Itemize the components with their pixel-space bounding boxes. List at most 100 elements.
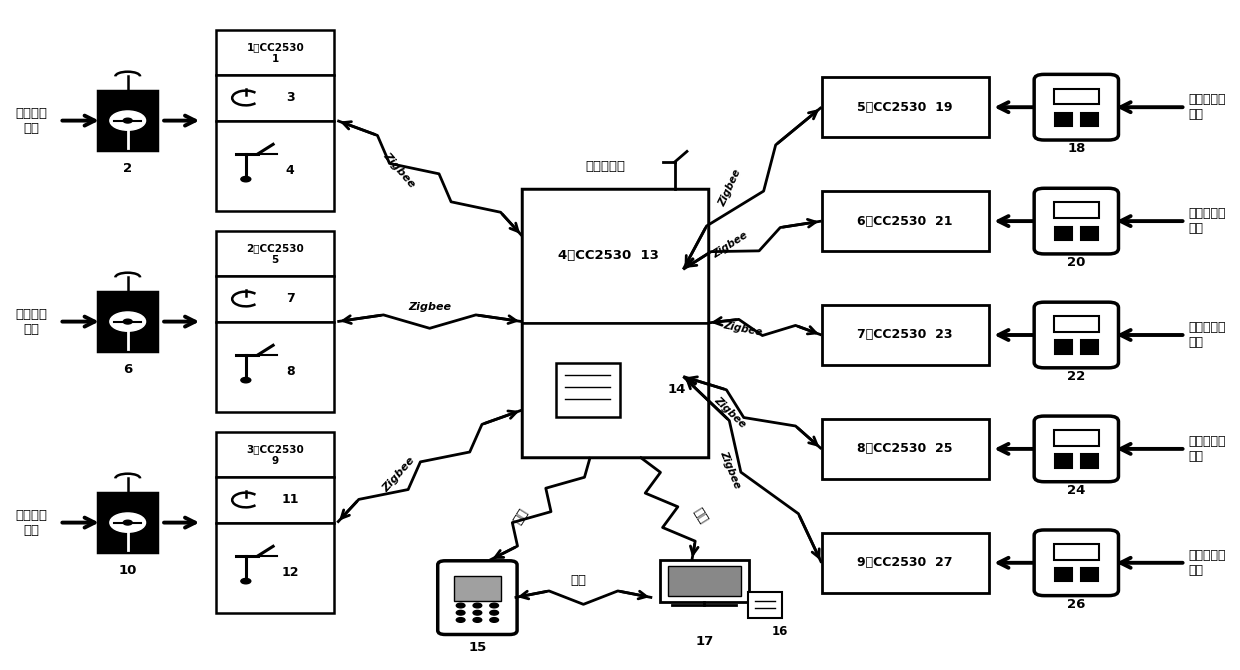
Text: 7号CC2530  23: 7号CC2530 23 [857, 328, 954, 342]
Text: 14: 14 [668, 383, 686, 397]
Text: 26: 26 [1068, 598, 1085, 611]
Text: Zigbee: Zigbee [722, 320, 763, 338]
Bar [1080, 113, 1097, 126]
Text: Zigbee: Zigbee [711, 230, 749, 260]
Bar [660, 560, 749, 602]
Bar [821, 305, 990, 365]
Text: 6: 6 [123, 363, 133, 377]
Circle shape [490, 610, 498, 615]
Bar [1080, 568, 1097, 582]
Bar [1080, 454, 1097, 468]
Bar [748, 592, 782, 618]
Text: 客厅生活用
电量: 客厅生活用 电量 [1188, 207, 1225, 235]
Bar [821, 533, 990, 593]
FancyBboxPatch shape [438, 561, 517, 634]
Text: 7: 7 [285, 293, 295, 306]
Text: Zigbee: Zigbee [381, 151, 417, 190]
Bar [821, 191, 990, 251]
FancyBboxPatch shape [1034, 188, 1118, 254]
Text: Zigbee: Zigbee [712, 395, 748, 430]
Circle shape [241, 377, 250, 383]
Bar [216, 523, 334, 613]
Bar [1055, 340, 1073, 354]
Circle shape [241, 578, 250, 584]
Circle shape [456, 610, 465, 615]
Bar [821, 77, 990, 137]
Circle shape [474, 603, 481, 608]
Text: 12: 12 [281, 566, 299, 579]
Text: 卧室生活用
电量: 卧室生活用 电量 [1188, 93, 1225, 121]
Text: 1号CC2530
1: 1号CC2530 1 [247, 42, 304, 64]
Text: 6号CC2530  21: 6号CC2530 21 [857, 214, 954, 228]
Circle shape [456, 618, 465, 622]
Circle shape [456, 603, 465, 608]
Bar [98, 91, 157, 150]
Text: 浴室生活
用水: 浴室生活 用水 [15, 308, 47, 336]
Text: 短信: 短信 [570, 574, 587, 587]
Text: 短信: 短信 [691, 506, 711, 526]
FancyBboxPatch shape [1034, 416, 1118, 482]
Circle shape [110, 312, 145, 331]
Text: 10: 10 [119, 564, 136, 578]
Text: 厨房生活用
电量: 厨房生活用 电量 [1188, 321, 1225, 349]
Text: 主传输装置: 主传输装置 [585, 160, 625, 173]
Bar [216, 121, 334, 211]
Bar [216, 432, 334, 477]
Bar [1080, 226, 1097, 240]
Bar [1054, 430, 1099, 446]
Bar [1080, 340, 1097, 354]
Bar [556, 363, 620, 417]
Text: 4号CC2530  13: 4号CC2530 13 [558, 249, 660, 263]
Circle shape [490, 618, 498, 622]
Text: 4: 4 [285, 164, 295, 177]
Bar [98, 493, 157, 552]
FancyBboxPatch shape [1034, 74, 1118, 140]
Text: 22: 22 [1068, 370, 1085, 383]
Bar [216, 231, 334, 276]
Text: 16: 16 [771, 625, 789, 639]
Text: 9号CC2530  27: 9号CC2530 27 [857, 556, 954, 570]
Text: 18: 18 [1068, 142, 1085, 155]
Text: 15: 15 [469, 641, 486, 655]
Bar [454, 576, 501, 601]
Text: 3: 3 [286, 92, 294, 105]
Bar [522, 189, 708, 323]
Text: 20: 20 [1068, 256, 1085, 269]
Text: 短信: 短信 [511, 506, 531, 526]
Bar [1055, 226, 1073, 240]
Bar [522, 189, 708, 457]
Text: 浴室生活用
电量: 浴室生活用 电量 [1188, 549, 1225, 577]
Text: 厨房生活
用水: 厨房生活 用水 [15, 107, 47, 135]
Text: 5号CC2530  19: 5号CC2530 19 [857, 100, 954, 114]
Bar [1055, 568, 1073, 582]
Bar [1054, 544, 1099, 559]
Text: 厕所生活用
电量: 厕所生活用 电量 [1188, 435, 1225, 463]
Bar [1055, 113, 1073, 126]
Bar [1054, 316, 1099, 332]
Circle shape [474, 610, 481, 615]
Text: 8号CC2530  25: 8号CC2530 25 [857, 442, 954, 456]
Circle shape [123, 520, 133, 525]
Text: 17: 17 [696, 634, 713, 648]
Text: 2: 2 [123, 162, 133, 176]
Text: Zigbee: Zigbee [408, 302, 451, 312]
Text: 11: 11 [281, 494, 299, 507]
Bar [1054, 202, 1099, 218]
Text: 8: 8 [286, 365, 294, 378]
Circle shape [110, 513, 145, 532]
Bar [216, 75, 334, 121]
Text: Zigbee: Zigbee [381, 455, 417, 494]
Bar [522, 323, 708, 457]
Bar [98, 292, 157, 351]
Bar [216, 477, 334, 523]
Bar [821, 419, 990, 479]
Text: 24: 24 [1068, 484, 1085, 497]
Circle shape [123, 319, 133, 324]
Text: 3号CC2530
9: 3号CC2530 9 [247, 444, 304, 466]
Bar [216, 276, 334, 322]
Circle shape [490, 603, 498, 608]
Bar [1054, 88, 1099, 104]
FancyBboxPatch shape [1034, 302, 1118, 368]
Circle shape [123, 118, 133, 123]
Text: 厕所生活
用水: 厕所生活 用水 [15, 509, 47, 537]
